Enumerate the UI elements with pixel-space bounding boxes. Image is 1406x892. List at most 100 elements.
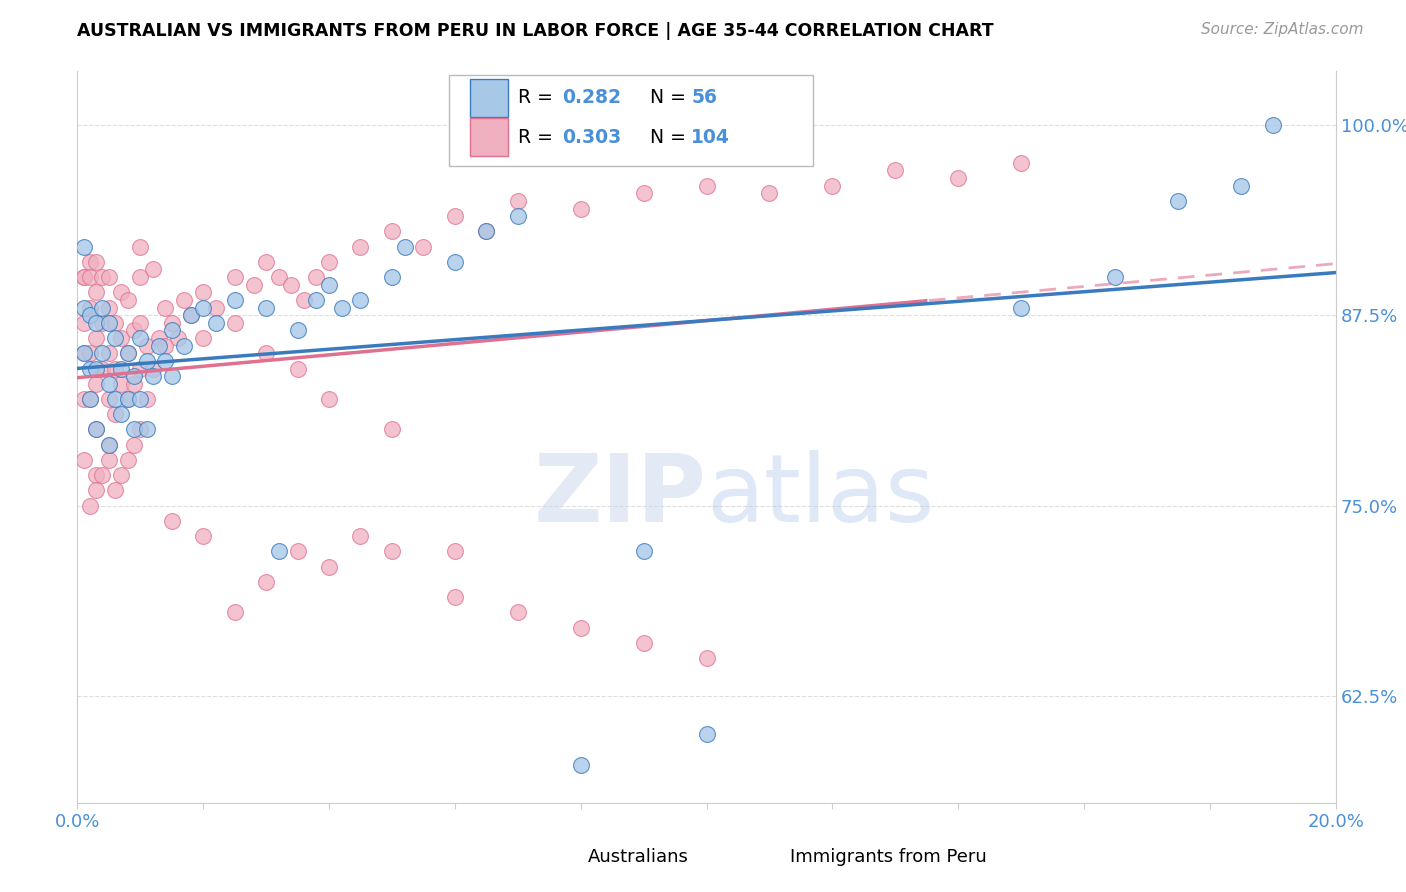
Point xyxy=(84,422,107,436)
Point xyxy=(330,301,353,315)
Point xyxy=(91,316,114,330)
Point xyxy=(191,529,215,543)
Point xyxy=(318,255,340,269)
Point xyxy=(318,277,340,292)
Point xyxy=(72,453,94,467)
Point xyxy=(254,346,277,360)
Point xyxy=(381,544,404,558)
Point xyxy=(129,361,152,376)
Point xyxy=(569,621,592,635)
Point xyxy=(381,270,404,285)
Point xyxy=(569,757,592,772)
Point xyxy=(117,392,139,406)
Point xyxy=(884,163,907,178)
Point xyxy=(97,392,120,406)
Point xyxy=(91,346,114,360)
Point xyxy=(160,323,183,337)
Point xyxy=(122,369,145,384)
Point xyxy=(97,316,120,330)
Text: Australians: Australians xyxy=(588,848,689,866)
Point xyxy=(72,346,94,360)
Point xyxy=(129,331,152,345)
Point xyxy=(72,346,94,360)
Point xyxy=(160,514,183,528)
Point xyxy=(758,186,780,201)
Point xyxy=(129,392,152,406)
Point xyxy=(696,727,718,741)
Text: N =: N = xyxy=(650,128,692,146)
Point xyxy=(104,361,127,376)
Point xyxy=(696,178,718,193)
Point xyxy=(506,194,529,208)
Point xyxy=(318,559,340,574)
Point xyxy=(72,270,94,285)
Point xyxy=(821,178,844,193)
Point xyxy=(129,316,152,330)
Point xyxy=(104,331,127,345)
Point xyxy=(224,316,246,330)
Point xyxy=(110,468,132,483)
Point xyxy=(97,376,120,391)
Point xyxy=(110,285,132,300)
Point xyxy=(633,544,655,558)
Point xyxy=(142,262,165,277)
Point xyxy=(84,331,107,345)
Point xyxy=(117,453,139,467)
Point xyxy=(110,407,132,421)
Text: R =: R = xyxy=(517,128,558,146)
Point xyxy=(79,392,101,406)
Point xyxy=(84,422,107,436)
Point xyxy=(79,301,101,315)
Point xyxy=(292,293,315,307)
Point xyxy=(110,361,132,376)
Point xyxy=(110,331,132,345)
Point xyxy=(475,224,498,238)
Point xyxy=(104,392,127,406)
Point xyxy=(97,270,120,285)
Point xyxy=(280,277,302,292)
Point xyxy=(104,407,127,421)
Point xyxy=(167,331,190,345)
Point xyxy=(1230,178,1253,193)
Point xyxy=(84,483,107,498)
Point xyxy=(142,369,165,384)
Point xyxy=(72,301,94,315)
Point xyxy=(506,605,529,619)
Point xyxy=(1010,301,1032,315)
Point xyxy=(122,376,145,391)
Point xyxy=(72,316,94,330)
Point xyxy=(1104,270,1126,285)
Point xyxy=(204,301,226,315)
Point xyxy=(191,331,215,345)
Point xyxy=(287,323,309,337)
Point xyxy=(242,277,264,292)
Point xyxy=(155,338,177,352)
Point xyxy=(475,224,498,238)
Text: Immigrants from Peru: Immigrants from Peru xyxy=(790,848,987,866)
FancyBboxPatch shape xyxy=(755,846,782,870)
Point xyxy=(412,239,434,253)
Point xyxy=(79,346,101,360)
Text: ZIP: ZIP xyxy=(534,450,707,541)
Point xyxy=(129,422,152,436)
Point xyxy=(394,239,416,253)
Point xyxy=(79,270,101,285)
Point xyxy=(224,605,246,619)
Point xyxy=(91,301,114,315)
Point xyxy=(155,301,177,315)
Point xyxy=(72,239,94,253)
Text: 0.282: 0.282 xyxy=(562,88,621,107)
Point xyxy=(97,346,120,360)
Point xyxy=(444,590,467,604)
Point xyxy=(267,544,290,558)
Point xyxy=(79,392,101,406)
Point xyxy=(254,255,277,269)
Point xyxy=(79,308,101,322)
Text: atlas: atlas xyxy=(707,450,935,541)
Point xyxy=(381,224,404,238)
Point xyxy=(117,346,139,360)
Point xyxy=(160,369,183,384)
Point xyxy=(696,651,718,665)
Point xyxy=(79,361,101,376)
Point xyxy=(104,316,127,330)
